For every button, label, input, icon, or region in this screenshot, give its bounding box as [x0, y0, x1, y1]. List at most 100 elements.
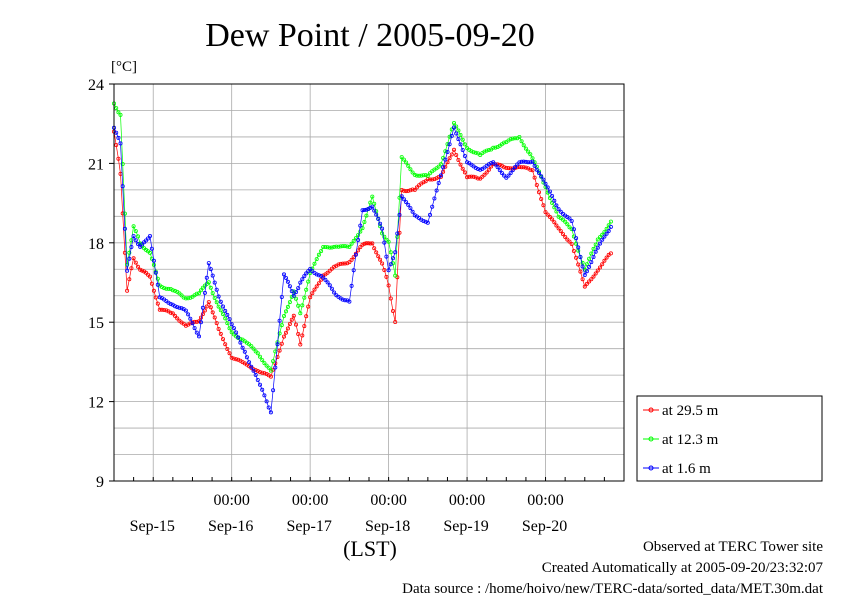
data-point	[253, 368, 258, 373]
data-point	[264, 399, 269, 404]
data-point	[578, 254, 583, 259]
data-point	[285, 326, 290, 331]
data-point	[443, 164, 448, 169]
data-point	[208, 305, 213, 310]
legend-swatch-marker	[648, 407, 654, 413]
data-point	[118, 141, 123, 146]
data-point	[436, 164, 441, 169]
data-point	[214, 321, 219, 326]
data-point	[414, 173, 419, 178]
data-point	[410, 170, 415, 175]
data-point	[206, 300, 211, 305]
data-point	[190, 321, 195, 326]
data-point	[462, 170, 467, 175]
data-point	[460, 137, 465, 142]
data-point	[151, 258, 156, 263]
x-date-label: Sep-15	[130, 518, 175, 535]
data-point	[145, 236, 150, 241]
data-point	[260, 370, 265, 375]
data-point	[356, 237, 361, 242]
data-point	[133, 229, 138, 234]
data-point	[277, 318, 282, 323]
data-point	[129, 266, 134, 271]
data-point	[491, 160, 496, 165]
data-point	[395, 231, 400, 236]
data-point	[312, 287, 317, 292]
data-point	[155, 301, 160, 306]
data-point	[306, 269, 311, 274]
data-point	[563, 234, 568, 239]
data-point	[127, 250, 132, 255]
data-point	[208, 285, 213, 290]
data-point	[338, 244, 343, 249]
data-point	[456, 157, 461, 162]
data-point	[283, 275, 288, 280]
data-point	[608, 219, 613, 224]
data-point	[517, 164, 522, 169]
data-point	[580, 277, 585, 282]
data-point	[114, 142, 119, 147]
data-point	[308, 266, 313, 271]
data-point	[151, 262, 156, 267]
data-point	[122, 226, 127, 231]
data-point	[390, 256, 395, 261]
y-tick-label: 18	[88, 236, 104, 253]
data-point	[216, 304, 221, 309]
data-point	[260, 387, 265, 392]
data-point	[172, 304, 177, 309]
data-point	[192, 326, 197, 331]
data-point	[569, 241, 574, 246]
data-point	[255, 351, 260, 356]
data-point	[186, 312, 191, 317]
legend-box	[636, 395, 823, 482]
data-point	[447, 156, 452, 161]
data-point	[358, 229, 363, 234]
data-point	[366, 241, 371, 246]
data-point	[386, 283, 391, 288]
data-point	[502, 173, 507, 178]
data-point	[179, 306, 184, 311]
data-point	[133, 260, 138, 265]
data-point	[266, 365, 271, 370]
data-point	[347, 260, 352, 265]
data-point	[484, 170, 489, 175]
data-point	[249, 344, 254, 349]
data-point	[364, 241, 369, 246]
data-point	[374, 212, 379, 217]
data-point	[168, 310, 173, 315]
data-point	[291, 313, 296, 318]
data-point	[467, 174, 472, 179]
data-point	[155, 282, 160, 287]
data-point	[574, 236, 579, 241]
data-point	[153, 295, 158, 300]
data-point	[530, 159, 535, 164]
data-point	[528, 152, 533, 157]
data-point	[277, 348, 282, 353]
data-point	[388, 250, 393, 255]
data-point	[362, 241, 367, 246]
data-point	[565, 222, 570, 227]
data-point	[135, 264, 140, 269]
x-date-label: Sep-20	[522, 518, 567, 535]
data-point	[196, 334, 201, 339]
data-point	[508, 170, 513, 175]
data-point	[532, 163, 537, 168]
data-point	[316, 273, 321, 278]
data-point	[251, 368, 256, 373]
legend-label: at 29.5 m	[662, 403, 719, 419]
y-tick-label: 21	[88, 156, 104, 173]
data-point	[225, 312, 230, 317]
data-point	[506, 173, 511, 178]
data-point	[147, 233, 152, 238]
data-point	[412, 172, 417, 177]
data-point	[388, 262, 393, 267]
data-point	[360, 242, 365, 247]
data-point	[547, 214, 552, 219]
data-point	[380, 261, 385, 266]
data-point	[296, 286, 301, 291]
data-point	[177, 305, 182, 310]
data-point	[382, 267, 387, 272]
data-point	[347, 299, 352, 304]
data-point	[236, 357, 241, 362]
data-point	[608, 224, 613, 229]
